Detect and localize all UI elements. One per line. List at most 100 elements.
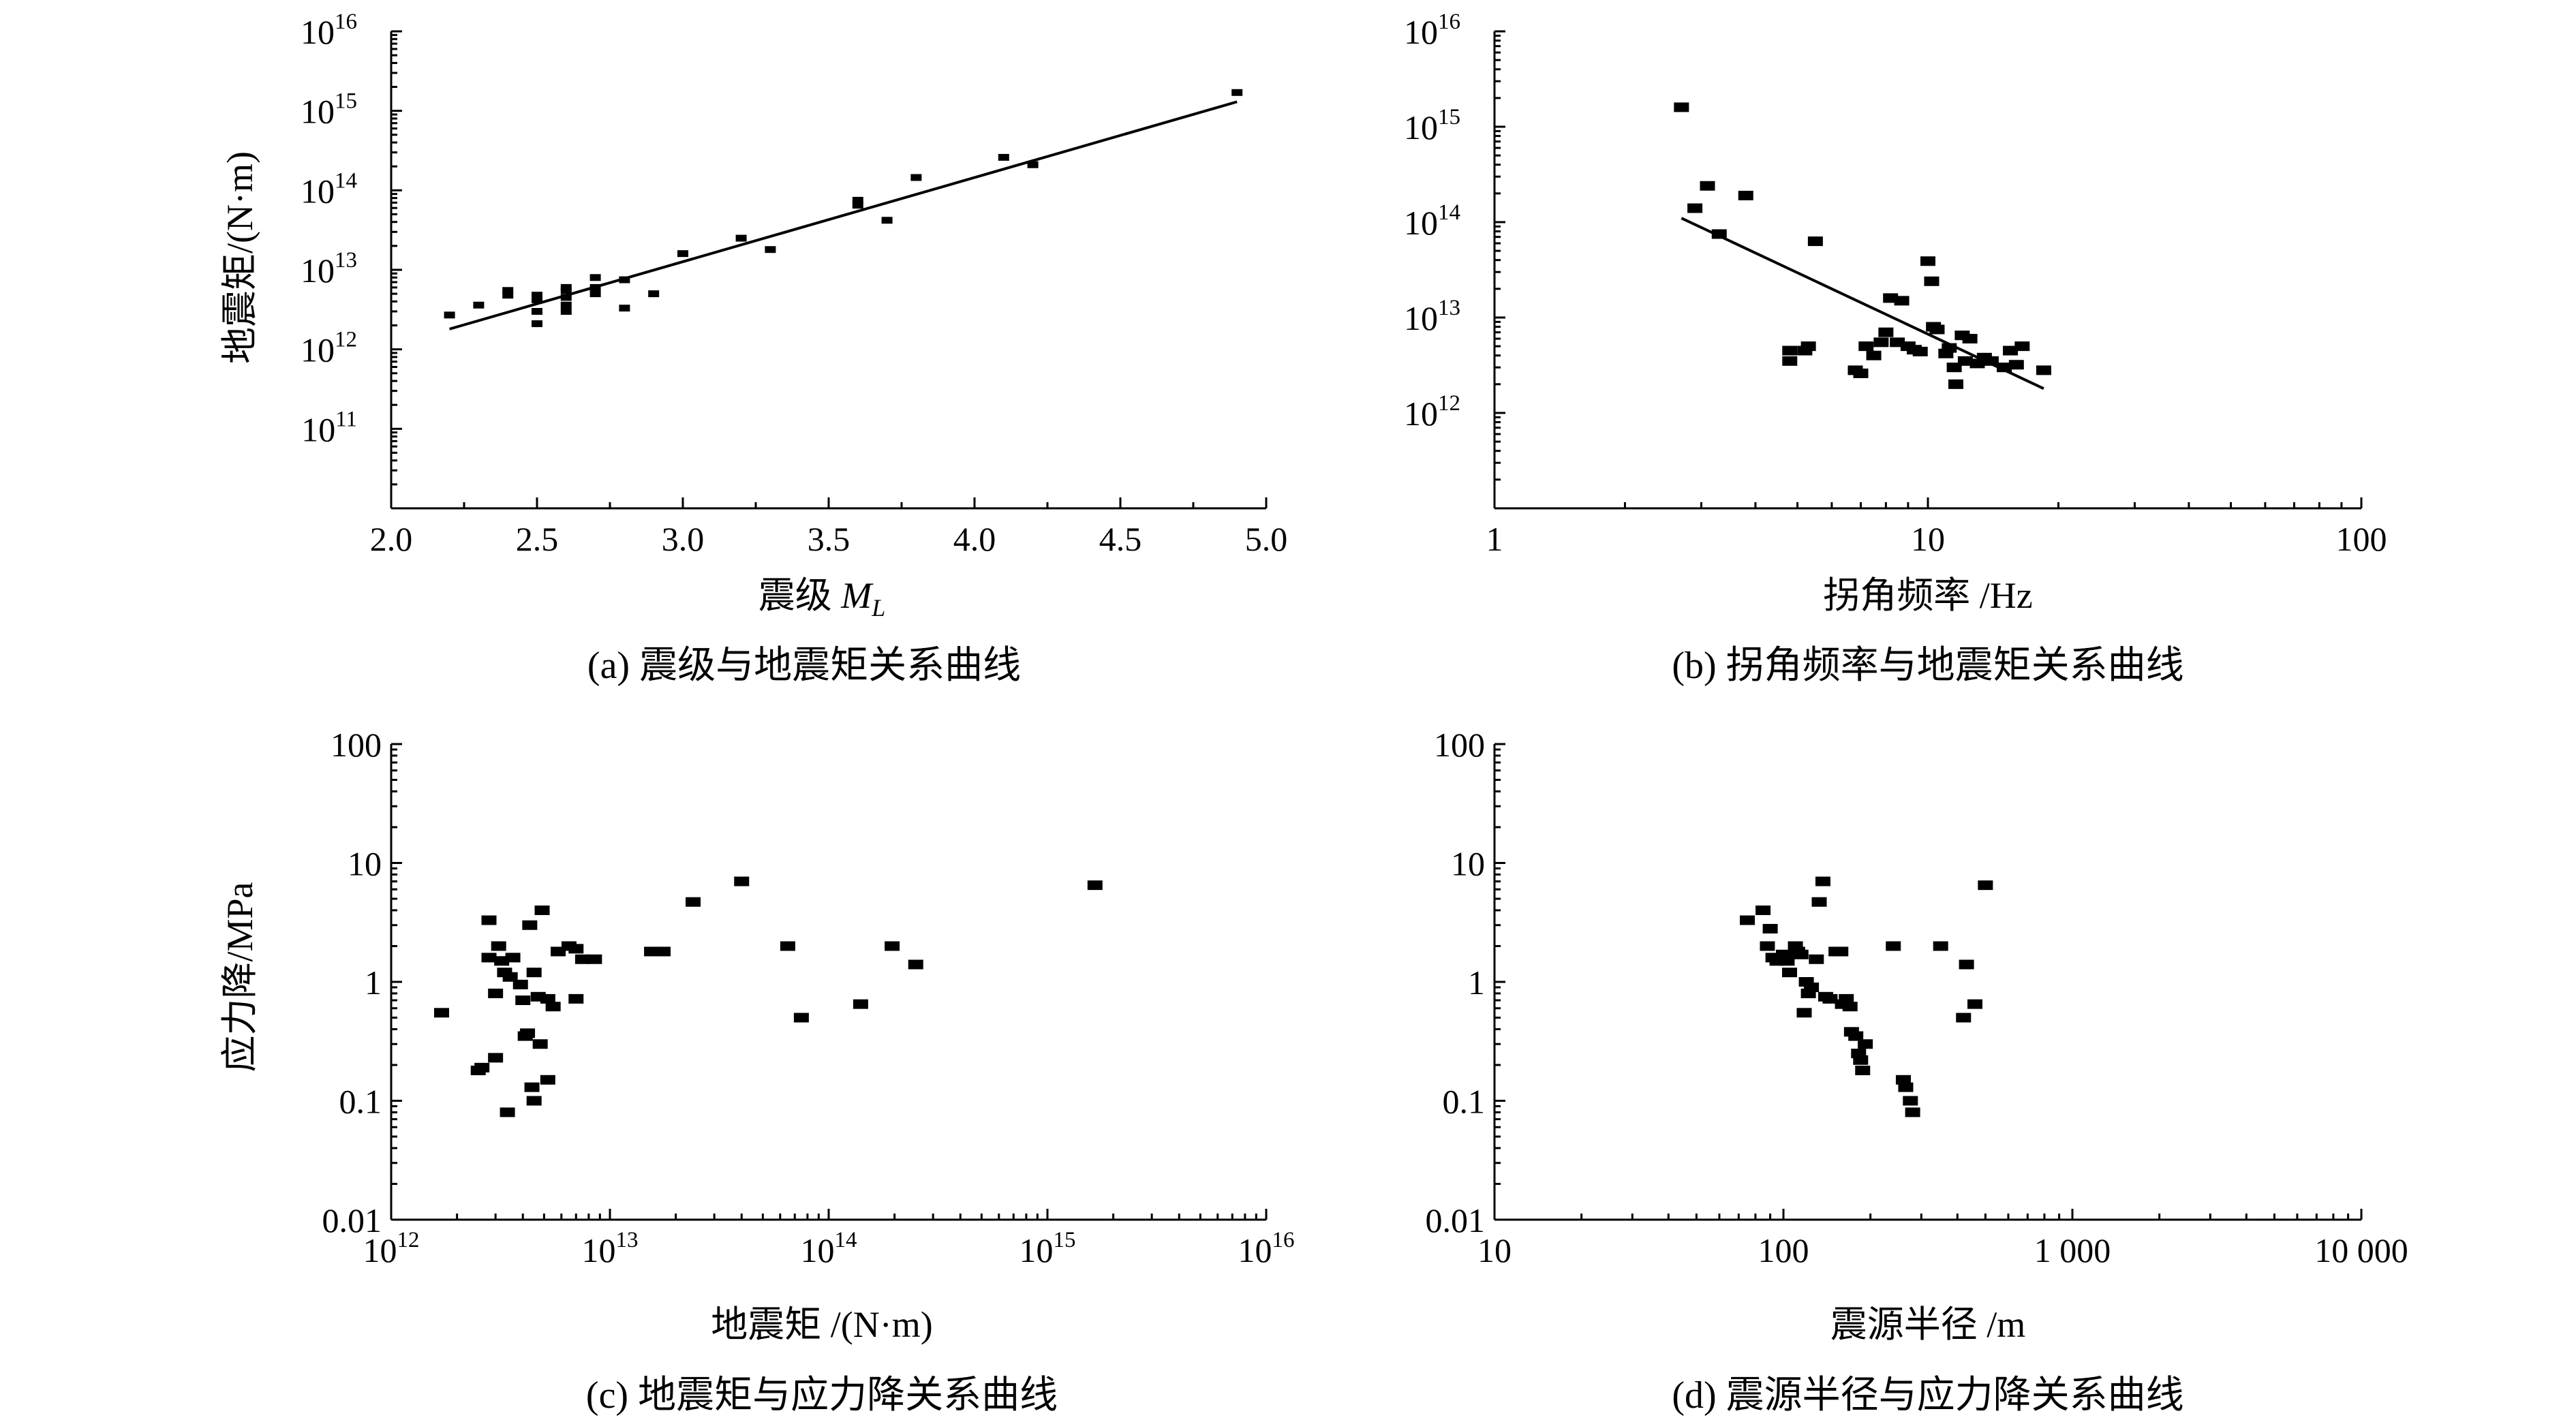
data-point [619,305,630,312]
data-point [1793,949,1809,959]
data-point [1858,341,1874,352]
data-point [1762,923,1778,933]
data-point [2008,360,2024,370]
x-tick-label: 1013 [582,1228,639,1269]
x-tick-label: 3.0 [662,520,705,558]
panel-d-x-ticks: 10 100 1 000 10 000 [1477,1209,2408,1269]
data-point [1905,1107,1920,1117]
panel-d-caption: (d) 震源半径与应力降关系曲线 [1672,1374,2183,1417]
data-point [433,1008,449,1018]
y-tick-label: 1015 [1404,105,1460,146]
panel-b-axes [1493,31,2361,510]
y-tick-label: 1011 [301,407,357,448]
y-tick-label: 1013 [301,248,357,290]
data-point [1962,334,1978,344]
y-tick-label: 0.1 [339,1083,382,1121]
data-point [574,954,590,964]
panel-a-x-label-main: 震级 [758,575,842,616]
data-point [522,920,538,930]
data-point [1858,1039,1873,1049]
data-point [1755,905,1771,915]
data-point [1782,345,1798,356]
x-tick-label: 2.5 [516,520,559,558]
data-point [1804,982,1820,992]
fit-line [449,100,1238,330]
data-point [1027,161,1039,168]
panel-a-x-ticks: 2.0 2.5 3.0 3.5 4.0 4.5 5.0 [370,497,1287,558]
data-point [540,1075,555,1085]
data-point [2036,365,2051,375]
data-point [1231,89,1243,96]
data-point [1815,876,1830,886]
x-tick-label: 1015 [1019,1228,1076,1269]
panel-c: 0.01 0.1 1 10 100 1012 1013 1014 1015 1016 应力降/M… [219,726,1295,1417]
y-tick-label: 1014 [1404,200,1460,242]
y-tick-label: 1 [1468,963,1485,1002]
panel-a: 1011 1012 1013 1014 1015 1016 2.0 2.5 3.0 3.5 4.0… [219,10,1287,687]
panel-c-x-ticks: 1012 1013 1014 1015 1016 [363,1209,1295,1269]
data-point [560,294,572,301]
panel-a-points [444,89,1243,328]
panel-c-y-label: 应力降/MPa [219,882,260,1072]
data-point [1779,956,1795,966]
data-point [502,287,514,294]
panel-c-y-ticks: 0.01 0.1 1 10 100 [322,726,402,1239]
data-point [488,1053,504,1063]
panel-a-y-ticks: 1011 1012 1013 1014 1015 1016 [301,10,402,486]
data-point [526,968,542,978]
y-tick-label: 0.01 [322,1201,382,1239]
data-point [793,1013,809,1023]
data-point [1822,993,1838,1004]
data-point [444,311,455,319]
data-point [1711,229,1727,239]
data-point [656,946,671,957]
data-point [908,959,923,970]
data-point [502,292,514,299]
data-point [1855,1065,1871,1075]
data-point [589,283,601,291]
panel-c-caption: (c) 地震矩与应力降关系曲线 [586,1374,1058,1417]
data-point [473,301,485,309]
panel-b-points [1674,102,2051,389]
x-tick-label: 100 [2336,520,2387,558]
data-point [1839,993,1854,1004]
data-point [560,308,572,315]
x-tick-label: 1012 [363,1228,420,1269]
x-tick-label: 3.5 [808,520,850,558]
data-point [881,217,893,224]
data-point [1674,102,1689,112]
y-tick-label: 100 [331,726,382,764]
data-point [491,941,506,951]
data-point [1853,1055,1869,1065]
data-point [534,905,550,915]
panel-a-x-label-var: M [840,575,874,616]
panel-c-points [433,876,1103,1117]
data-point [1842,1002,1858,1012]
panel-a-x-label: 震级 ML [758,575,886,621]
panel-d-y-ticks: 0.01 0.1 1 10 100 [1426,726,1505,1239]
data-point [1782,356,1798,366]
x-tick-label: 1 000 [2034,1231,2111,1269]
x-tick-label: 10 [1477,1231,1512,1269]
panel-c-axes [390,744,1266,1221]
y-tick-label: 10 [1451,845,1485,883]
data-point [532,296,542,303]
data-point [1903,1096,1918,1106]
x-tick-label: 1016 [1238,1228,1295,1269]
x-tick-label: 10 000 [2314,1231,2408,1269]
data-point [515,995,531,1006]
panel-b: 1012 1013 1014 1015 1016 1 10 100 拐角频率 /Hz (b)… [1404,10,2387,687]
data-point [648,290,660,298]
data-point [619,276,630,283]
data-point [1087,880,1103,891]
data-point [532,1039,548,1049]
panel-d-axes [1493,744,2361,1221]
data-point [587,954,602,964]
x-tick-label: 4.5 [1099,520,1142,558]
data-point [852,202,863,209]
data-point [532,308,542,315]
panel-a-caption: (a) 震级与地震矩关系曲线 [587,645,1021,687]
data-point [512,979,528,989]
data-point [2014,341,2030,352]
